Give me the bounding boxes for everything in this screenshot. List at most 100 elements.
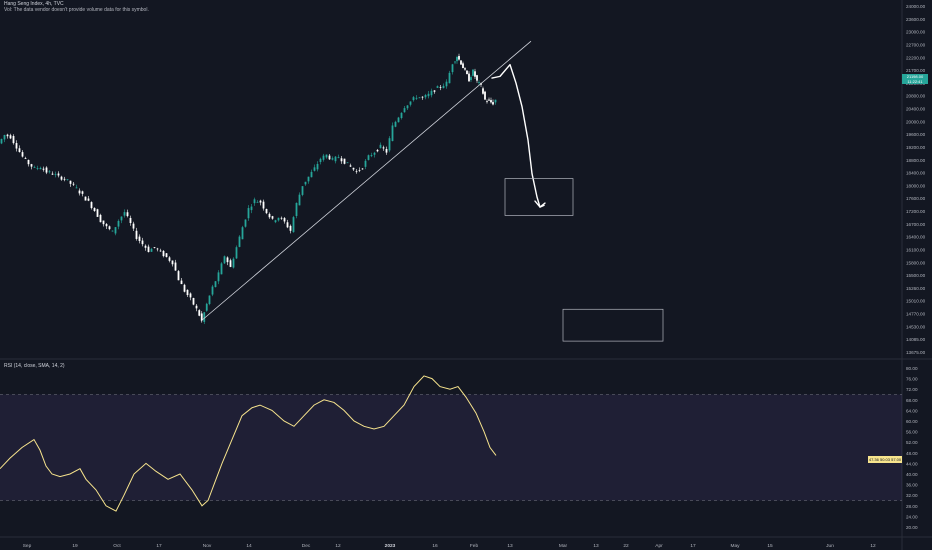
candle-body	[418, 97, 421, 99]
candle-body	[223, 256, 226, 264]
candle-body	[492, 102, 494, 105]
last-price-tag: 21198.00 11:22:41	[902, 74, 928, 84]
candle-body	[180, 280, 183, 285]
candle-body	[147, 246, 150, 253]
candle-body	[464, 68, 466, 70]
candle-body	[462, 63, 464, 69]
candle-body	[445, 81, 448, 87]
candle-body	[364, 160, 367, 167]
candle-body	[460, 60, 462, 65]
time-tick-label: 15	[767, 543, 773, 549]
rsi-value-tag: 47.36 50.03 57.00	[868, 456, 902, 463]
candle-body	[120, 216, 123, 221]
candle-body	[274, 220, 277, 223]
price-tick-label: 18800.00	[906, 158, 926, 163]
price-tick-label: 20800.00	[906, 94, 926, 99]
candle-body	[265, 209, 268, 214]
candle-body	[316, 163, 319, 170]
candle-body	[391, 125, 394, 142]
price-tick-label: 15010.00	[906, 299, 926, 304]
candle-body	[343, 158, 346, 164]
candle-body	[39, 167, 42, 170]
price-tick-label: 13675.00	[906, 350, 926, 355]
price-tick-label: 22200.00	[906, 55, 926, 60]
candle-body	[298, 194, 301, 206]
candle-body	[406, 105, 409, 109]
candle-body	[90, 202, 93, 209]
rsi-tick-label: 32.00	[906, 493, 918, 498]
candle-body	[102, 220, 105, 225]
candle-body	[198, 310, 201, 316]
rsi-tick-label: 36.00	[906, 483, 918, 488]
candle-body	[54, 174, 57, 175]
candle-body	[78, 190, 81, 194]
price-tick-label: 19600.00	[906, 132, 926, 137]
volume-note: Vol: The data vendor doesn't provide vol…	[4, 7, 149, 13]
candle-body	[162, 250, 165, 257]
candle-body	[295, 202, 298, 216]
candle-body	[226, 257, 229, 263]
candle-body	[346, 162, 349, 164]
candle-body	[21, 152, 24, 157]
candle-body	[129, 217, 132, 224]
time-tick-label: Apr	[655, 543, 663, 549]
candle-body	[292, 217, 295, 233]
rsi-tick-label: 24.00	[906, 514, 918, 519]
candle-body	[18, 148, 21, 152]
rsi-tick-label: 80.00	[906, 366, 918, 371]
rsi-tick-label: 72.00	[906, 387, 918, 392]
time-tick-label: 19	[72, 543, 78, 549]
candle-body	[135, 230, 138, 239]
price-tick-label: 18400.00	[906, 171, 926, 176]
candle-body	[81, 191, 84, 194]
price-tick-label: 24000.00	[906, 4, 926, 9]
candle-body	[75, 187, 78, 189]
time-tick-label: 17	[690, 543, 696, 549]
candle-body	[304, 181, 307, 185]
candle-body	[183, 284, 186, 292]
candle-body	[277, 217, 280, 221]
rsi-label: RSI (14, close, SMA, 14, 2)	[4, 363, 65, 369]
candle-body	[283, 218, 286, 222]
candle-body	[238, 236, 241, 247]
candle-body	[105, 224, 108, 227]
candle-body	[334, 156, 337, 162]
candle-body	[253, 199, 256, 204]
candle-body	[484, 91, 486, 100]
price-tick-label: 15260.00	[906, 286, 926, 291]
candle-body	[27, 159, 30, 165]
candle-body	[177, 271, 180, 281]
candle-body	[153, 247, 156, 248]
candle-body	[352, 167, 355, 170]
chart-title: Hang Seng Index, 4h, TVC	[4, 1, 64, 7]
rsi-tick-label: 20.00	[906, 525, 918, 530]
candle-body	[448, 72, 451, 84]
candle-body	[370, 155, 373, 157]
candle-body	[200, 313, 203, 321]
candle-body	[490, 100, 492, 103]
candle-body	[482, 88, 484, 94]
rsi-line	[0, 375, 497, 512]
candle-body	[171, 260, 174, 265]
candle-body	[439, 86, 442, 88]
candle-body	[319, 158, 322, 163]
candle-body	[271, 216, 274, 219]
time-tick-label: 22	[623, 543, 629, 549]
price-tick-label: 16700.00	[906, 222, 926, 227]
candle-body	[494, 99, 497, 103]
rsi-tick-label: 56.00	[906, 430, 918, 435]
time-tick-label: Dec	[302, 543, 311, 549]
candle-body	[476, 75, 478, 81]
candle-body	[256, 201, 259, 203]
candle-body	[268, 213, 271, 218]
candle-body	[403, 108, 406, 113]
price-tick-label: 19200.00	[906, 145, 926, 150]
candle-body	[286, 222, 289, 228]
candle-body	[456, 57, 458, 62]
annotation-rectangle	[504, 178, 574, 216]
candle-body	[30, 164, 33, 167]
price-tick-label: 15800.00	[906, 260, 926, 265]
candle-body	[66, 179, 69, 181]
candle-body	[250, 206, 253, 211]
